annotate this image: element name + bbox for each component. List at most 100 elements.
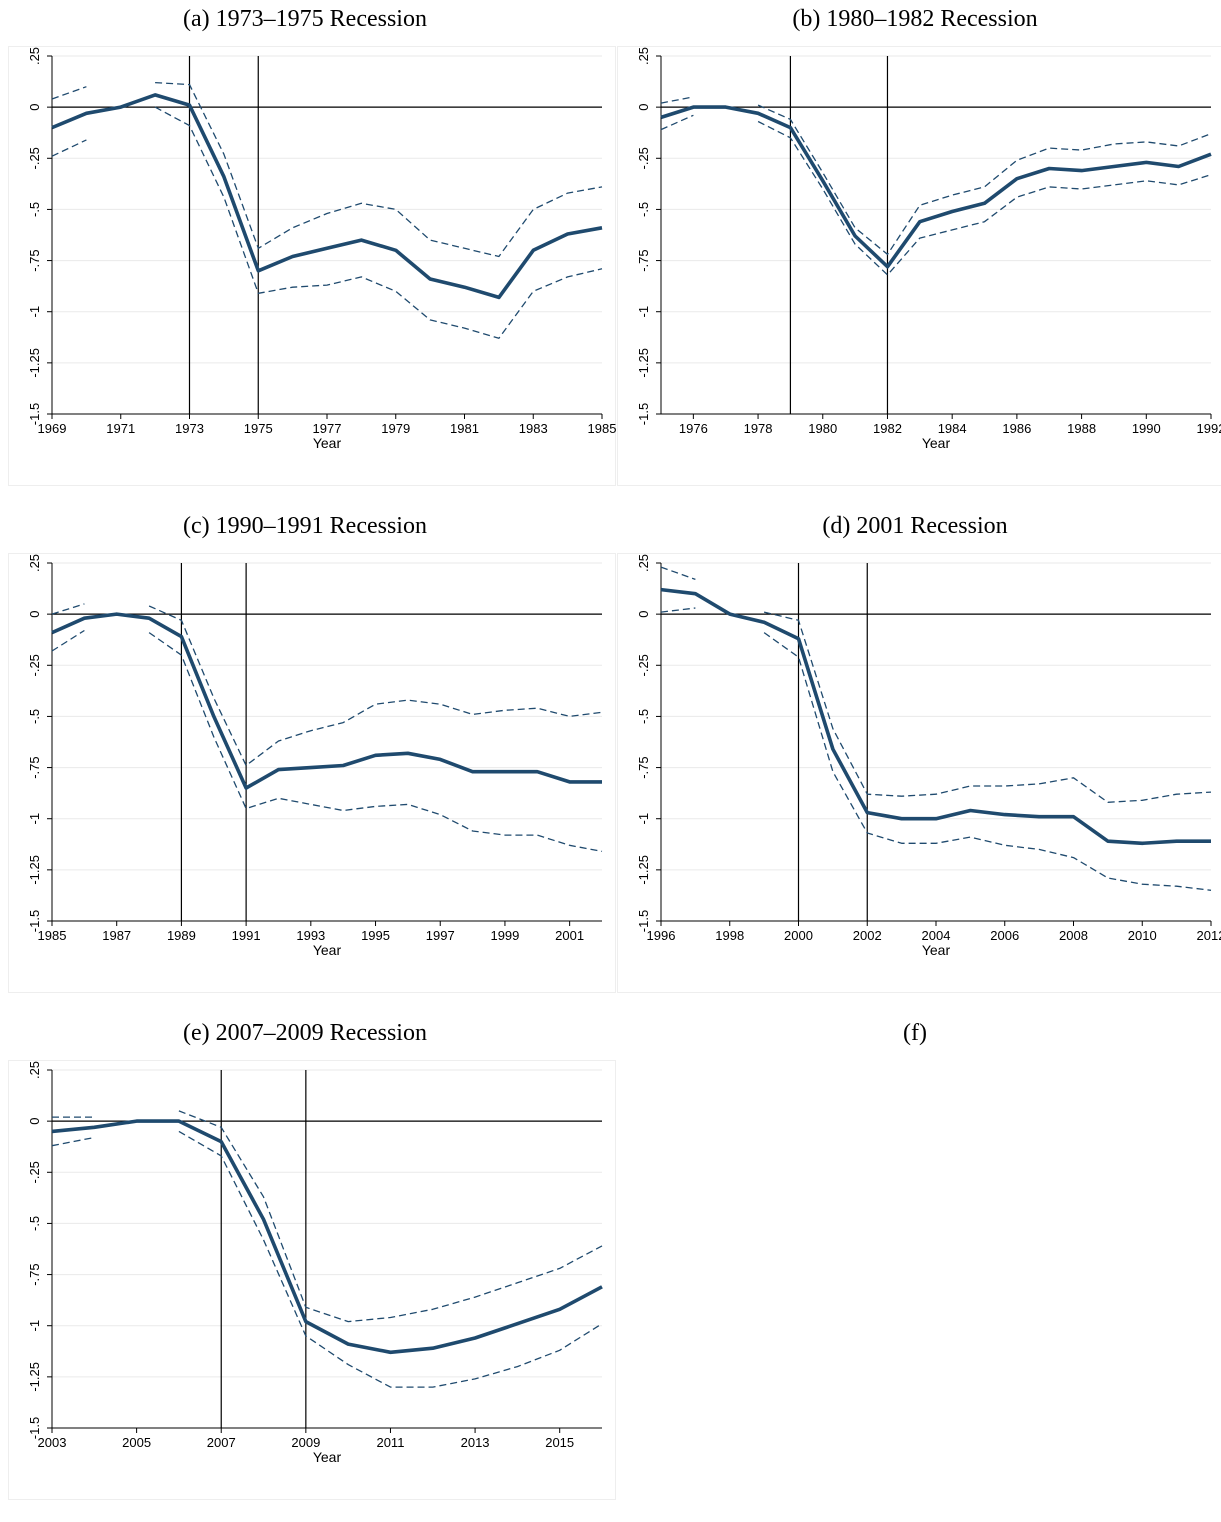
x-tick-label: 1980 xyxy=(808,421,837,436)
y-tick-label: 0 xyxy=(27,104,42,111)
x-tick-label: 1991 xyxy=(232,928,261,943)
y-tick-label: -.5 xyxy=(27,202,42,217)
y-tick-label: -.25 xyxy=(636,147,651,169)
y-tick-label: -.75 xyxy=(27,249,42,271)
x-tick-label: 2004 xyxy=(922,928,951,943)
y-tick-label: .25 xyxy=(27,47,42,65)
x-tick-label: 1996 xyxy=(647,928,676,943)
y-tick-label: -.5 xyxy=(27,709,42,724)
x-tick-label: 1971 xyxy=(106,421,135,436)
upper-ci-line xyxy=(758,105,1211,254)
x-axis-label: Year xyxy=(922,435,951,451)
x-tick-label: 1998 xyxy=(715,928,744,943)
upper-ci-line xyxy=(179,1111,602,1322)
y-tick-label: 0 xyxy=(636,611,651,618)
estimate-line xyxy=(52,95,602,298)
y-tick-label: -.75 xyxy=(27,756,42,778)
upper-ci-line xyxy=(52,87,86,99)
graph-border xyxy=(618,47,1221,486)
y-tick-label: -1.25 xyxy=(636,855,651,885)
x-tick-label: 1997 xyxy=(426,928,455,943)
y-tick-label: -.75 xyxy=(636,249,651,271)
y-tick-label: .25 xyxy=(636,47,651,65)
y-tick-label: -1 xyxy=(27,813,42,825)
y-tick-label: -.25 xyxy=(27,1161,42,1183)
y-tick-label: 0 xyxy=(27,1118,42,1125)
estimate-line xyxy=(661,107,1211,267)
x-tick-label: 1973 xyxy=(175,421,204,436)
y-tick-label: -1.25 xyxy=(636,348,651,378)
y-tick-label: -1.25 xyxy=(27,855,42,885)
x-tick-label: 2008 xyxy=(1059,928,1088,943)
panel-f: (f) xyxy=(610,1014,1220,1522)
y-tick-label: .25 xyxy=(27,554,42,572)
x-tick-label: 2000 xyxy=(784,928,813,943)
upper-ci-line xyxy=(764,612,1211,802)
x-tick-label: 1981 xyxy=(450,421,479,436)
lower-ci-line xyxy=(52,140,86,156)
x-tick-label: 1976 xyxy=(679,421,708,436)
lower-ci-line xyxy=(661,608,695,612)
x-tick-label: 2001 xyxy=(555,928,584,943)
lower-ci-line xyxy=(758,122,1211,275)
x-tick-label: 2007 xyxy=(207,1435,236,1450)
x-tick-label: 2005 xyxy=(122,1435,151,1450)
y-tick-label: -1 xyxy=(636,813,651,825)
x-tick-label: 1990 xyxy=(1132,421,1161,436)
panel-title: (e) 2007–2009 Recession xyxy=(0,1020,610,1047)
y-tick-label: -1 xyxy=(27,1320,42,1332)
x-tick-label: 1984 xyxy=(938,421,967,436)
x-tick-label: 1983 xyxy=(519,421,548,436)
x-tick-label: 1977 xyxy=(313,421,342,436)
x-tick-label: 1995 xyxy=(361,928,390,943)
x-tick-label: 1985 xyxy=(38,928,67,943)
y-tick-label: -.25 xyxy=(636,654,651,676)
lower-ci-line xyxy=(52,631,84,652)
y-tick-label: -.5 xyxy=(636,202,651,217)
x-axis-label: Year xyxy=(313,435,342,451)
x-tick-label: 1999 xyxy=(490,928,519,943)
y-tick-label: -1.5 xyxy=(636,403,651,425)
lower-ci-line xyxy=(764,633,1211,891)
upper-ci-line xyxy=(661,567,695,579)
x-axis-label: Year xyxy=(313,1449,342,1465)
y-tick-label: -.25 xyxy=(27,147,42,169)
panel-title: (b) 1980–1982 Recession xyxy=(610,6,1220,33)
lower-ci-line xyxy=(179,1131,602,1387)
y-tick-label: -.75 xyxy=(636,756,651,778)
x-tick-label: 1982 xyxy=(873,421,902,436)
estimate-line xyxy=(52,614,602,788)
upper-ci-line xyxy=(52,604,84,614)
x-tick-label: 2003 xyxy=(38,1435,67,1450)
y-tick-label: -.75 xyxy=(27,1263,42,1285)
x-tick-label: 1986 xyxy=(1002,421,1031,436)
x-tick-label: 2013 xyxy=(461,1435,490,1450)
panel-title: (f) xyxy=(610,1020,1220,1047)
x-axis-label: Year xyxy=(922,942,951,958)
y-tick-label: .25 xyxy=(636,554,651,572)
y-tick-label: -1.25 xyxy=(27,1362,42,1392)
x-tick-label: 1992 xyxy=(1197,421,1221,436)
lower-ci-line xyxy=(155,107,602,338)
y-tick-label: -.5 xyxy=(27,1216,42,1231)
y-tick-label: -1.25 xyxy=(27,348,42,378)
panel-title: (d) 2001 Recession xyxy=(610,513,1220,540)
y-tick-label: 0 xyxy=(636,104,651,111)
x-tick-label: 2011 xyxy=(376,1435,404,1450)
x-tick-label: 2012 xyxy=(1197,928,1221,943)
x-tick-label: 1987 xyxy=(102,928,131,943)
panel-b: (b) 1980–1982 Recession .25 0 -.25 -.5 -.75 -… xyxy=(610,0,1220,508)
x-tick-label: 1993 xyxy=(296,928,325,943)
x-tick-label: 1989 xyxy=(167,928,196,943)
x-tick-label: 2002 xyxy=(853,928,882,943)
x-tick-label: 2010 xyxy=(1128,928,1157,943)
graph-border xyxy=(618,554,1221,993)
